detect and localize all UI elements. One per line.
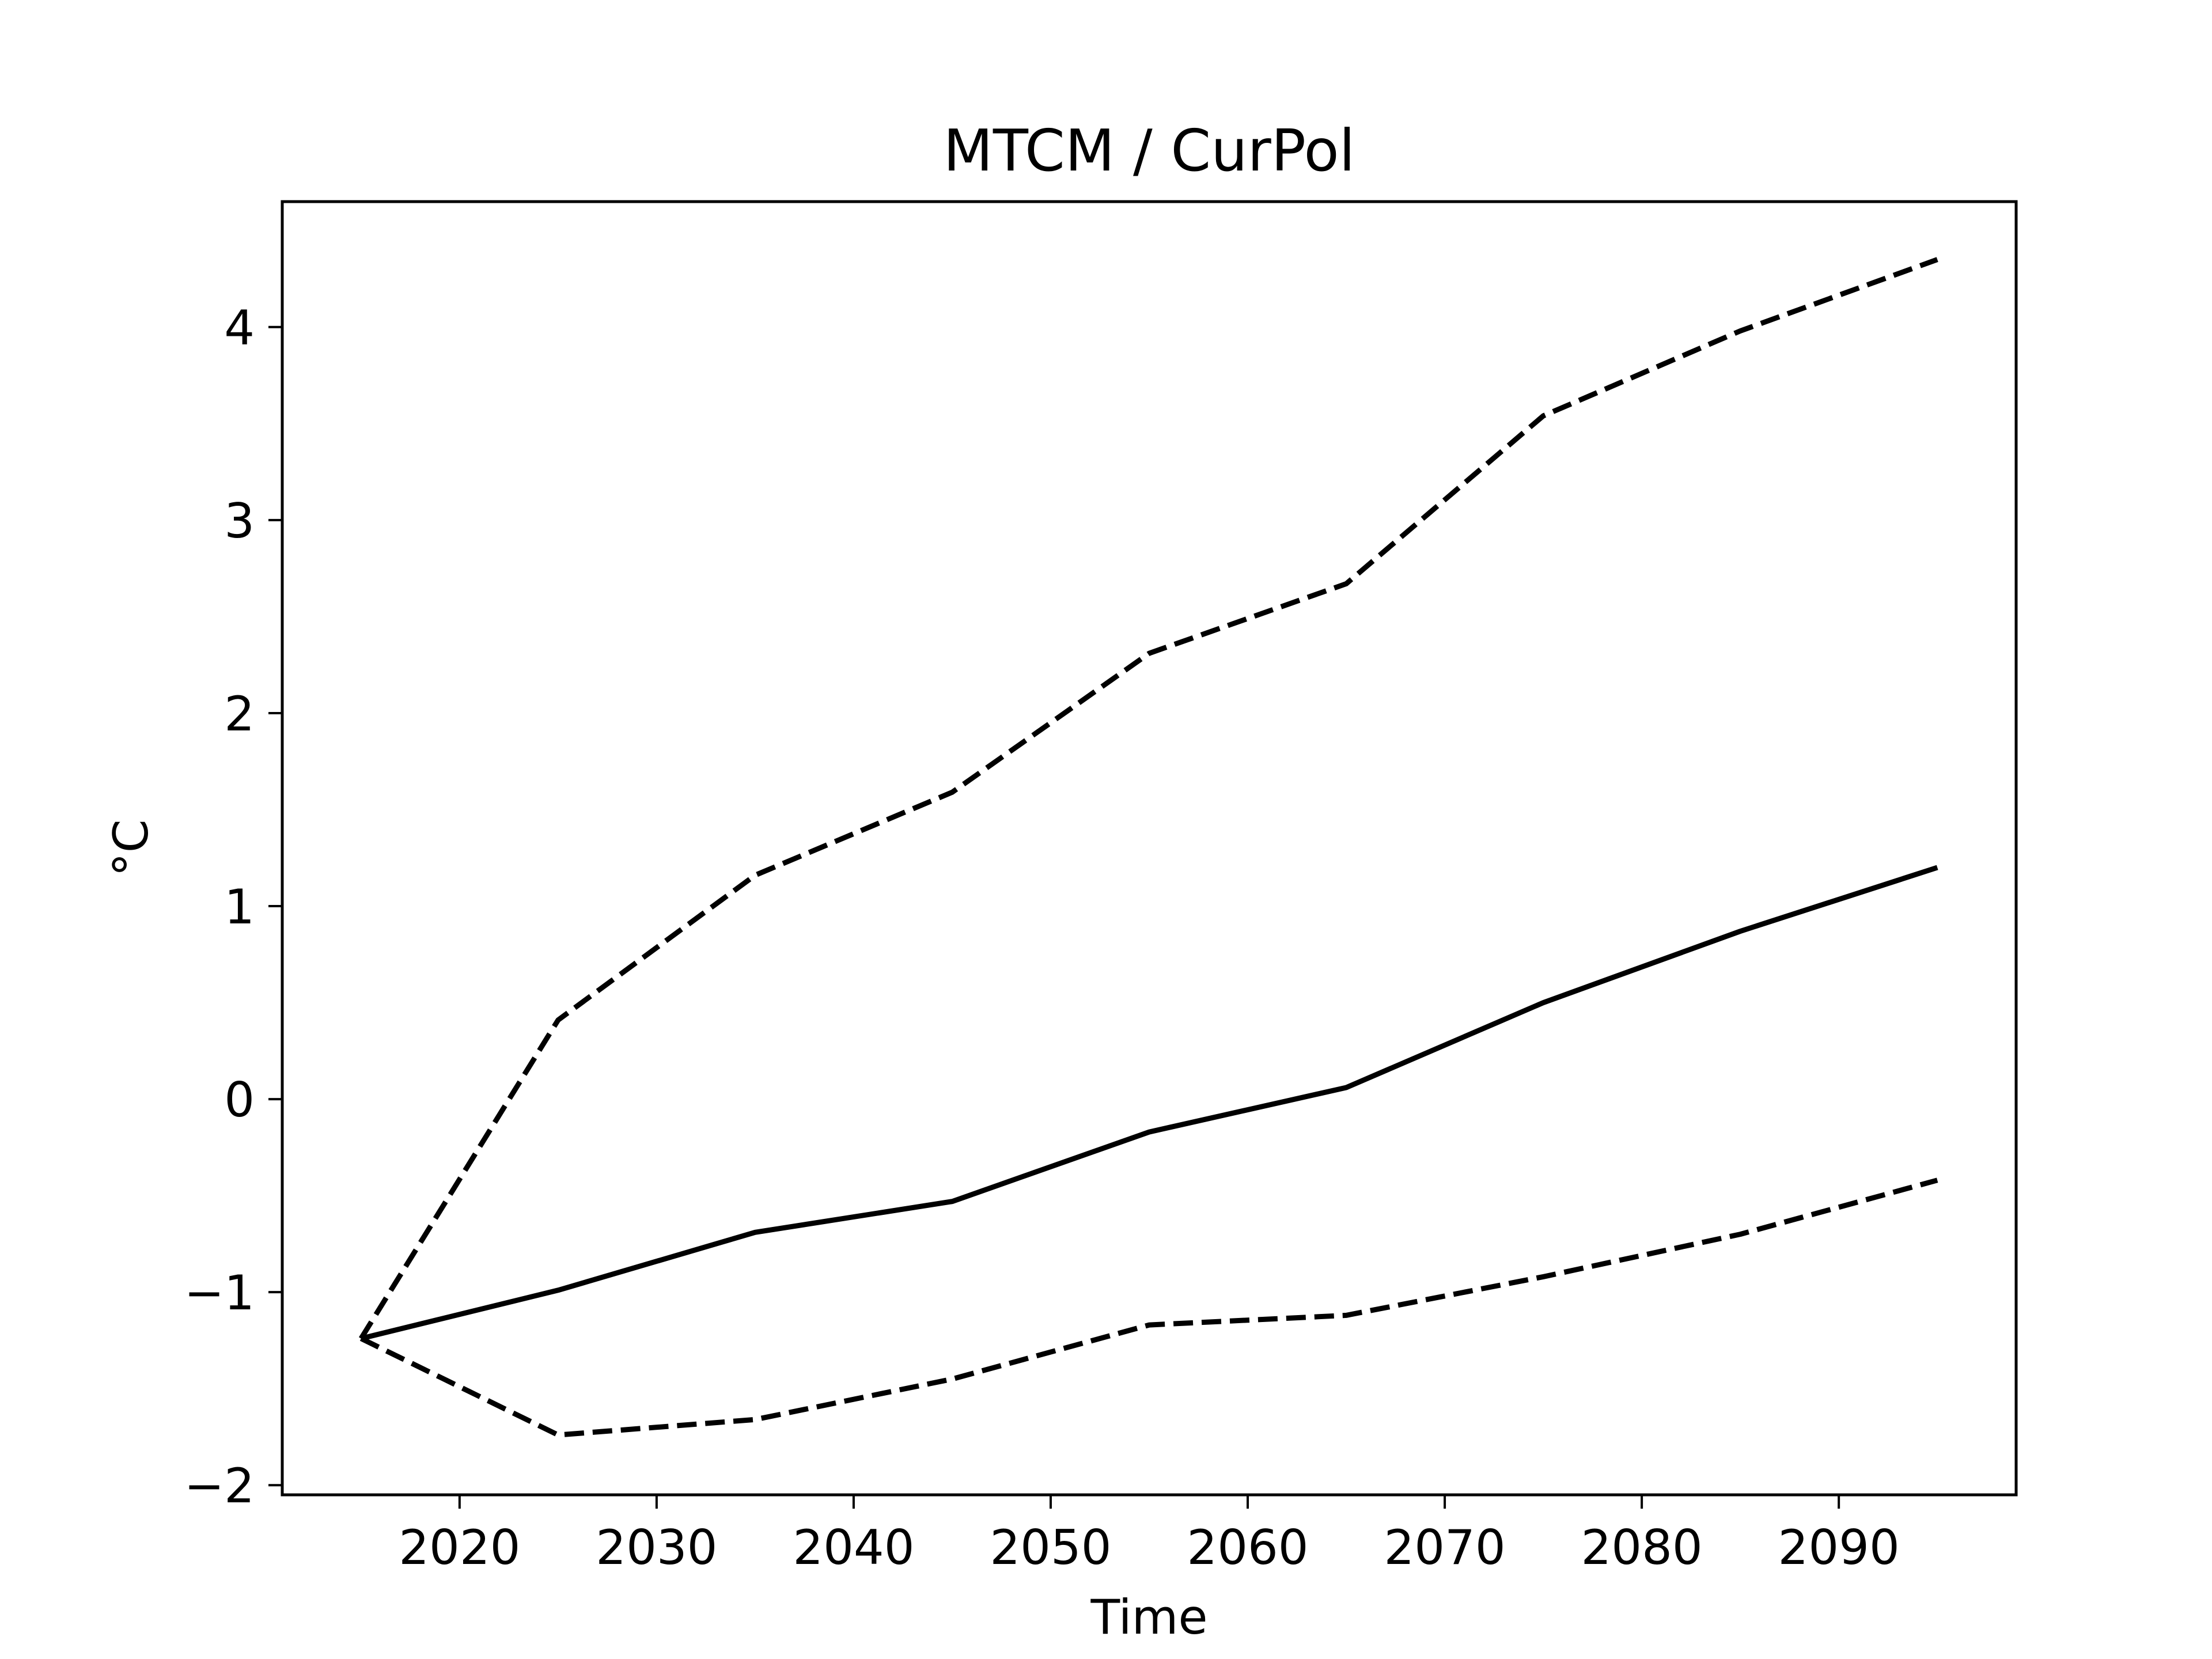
x-axis-label: Time [1090,1589,1207,1645]
y-tick-label: 2 [224,686,255,742]
x-axis: 2020 2030 2040 2050 2060 2070 2080 2090 [399,1495,1900,1575]
y-tick-label: −1 [184,1265,255,1321]
x-tick-label: 2040 [793,1520,914,1575]
y-tick-label: 0 [224,1072,255,1128]
y-tick-label: 3 [224,493,255,549]
y-axis: −2 −1 0 1 2 3 4 [184,300,282,1514]
series-line-upper [358,257,1938,1340]
x-tick-label: 2090 [1778,1520,1900,1575]
series-line-lower [359,1177,1938,1438]
x-tick-label: 2030 [596,1520,717,1575]
x-tick-label: 2060 [1187,1520,1308,1575]
chart-title: MTCM / CurPol [944,117,1355,184]
x-tick-label: 2020 [399,1520,520,1575]
y-tick-label: 4 [224,300,255,356]
x-tick-label: 2070 [1384,1520,1505,1575]
x-tick-label: 2080 [1581,1520,1702,1575]
x-tick-label: 2050 [990,1520,1111,1575]
series-line-central [360,865,1938,1341]
axes-frame [281,200,2018,1497]
plot-area [358,257,1938,1438]
y-axis-label: °C [103,819,159,876]
y-tick-label: 1 [224,879,255,935]
y-tick-label: −2 [184,1458,255,1514]
